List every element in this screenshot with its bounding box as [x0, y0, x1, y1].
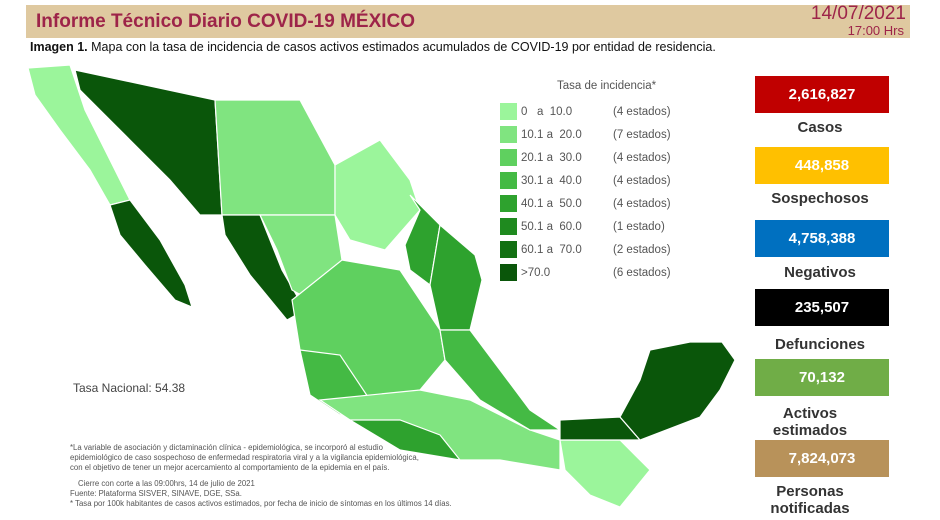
caption-text: Mapa con la tasa de incidencia de casos …	[87, 40, 716, 54]
stat-value: 4,758,388	[755, 220, 889, 257]
mexico-incidence-map	[27, 64, 736, 508]
national-rate: Tasa Nacional: 54.38	[73, 381, 186, 395]
stat-label: Defunciones	[774, 336, 865, 353]
legend-range: 10.1 a 20.0	[521, 128, 582, 141]
footnote: *La variable de asociación y dictaminaci…	[70, 443, 383, 452]
legend-item: >70.0 (6 estados)	[500, 261, 671, 284]
legend-swatch	[500, 241, 517, 258]
legend-range: 40.1 a 50.0	[521, 197, 582, 210]
stat-label: Casos	[797, 119, 843, 136]
stat-label: Negativos	[784, 264, 856, 281]
legend-swatch	[500, 149, 517, 166]
state-tabasco	[559, 416, 642, 441]
report-date: 14/07/2021	[810, 3, 906, 24]
state-chihuahua	[214, 99, 336, 216]
state-baja-california-sur	[109, 199, 193, 309]
legend-item: 60.1 a 70.0 (2 estados)	[500, 238, 671, 261]
footnote: epidemiológico de caso sospechoso de enf…	[70, 453, 419, 462]
state-coahuila	[334, 139, 421, 251]
state-chiapas	[559, 439, 651, 508]
legend-item: 0 a 10.0 (4 estados)	[500, 100, 671, 123]
footnotes: *La variable de asociación y dictaminaci…	[70, 443, 452, 509]
report-title: Informe Técnico Diario COVID-19 MÉXICO	[36, 11, 416, 32]
stat-value: 2,616,827	[755, 76, 889, 113]
footnote: * Tasa por 100k habitantes de casos acti…	[70, 499, 452, 508]
legend-count: (4 estados)	[613, 197, 671, 210]
legend-count: (6 estados)	[613, 266, 671, 279]
report-time: 17:00 Hrs	[847, 23, 904, 38]
stat-label: Personas notificadas	[770, 483, 850, 517]
stat-label: Sospechosos	[771, 190, 869, 207]
legend-count: (1 estado)	[613, 220, 665, 233]
report-header: Informe Técnico Diario COVID-19 MÉXICO 1…	[26, 3, 910, 38]
legend-swatch	[500, 195, 517, 212]
legend-item: 50.1 a 60.0 (1 estado)	[500, 215, 671, 238]
state-yucatan-peninsula	[619, 341, 736, 441]
stat-value: 235,507	[755, 289, 889, 326]
stat-value: 448,858	[755, 147, 889, 184]
legend-swatch	[500, 218, 517, 235]
legend-count: (4 estados)	[613, 174, 671, 187]
legend-range: 50.1 a 60.0	[521, 220, 582, 233]
legend-swatch	[500, 126, 517, 143]
footnote: con el objetivo de tener un mejor acerca…	[70, 463, 390, 472]
stat-value: 7,824,073	[755, 440, 889, 477]
legend-count: (2 estados)	[613, 243, 671, 256]
legend-title: Tasa de incidencia*	[557, 80, 657, 92]
stat-label: Activos estimados	[772, 405, 848, 439]
stat-value: 70,132	[755, 359, 889, 396]
footnote: Cierre con corte a las 09:00hrs, 14 de j…	[78, 479, 255, 488]
legend-item: 20.1 a 30.0 (4 estados)	[500, 146, 671, 169]
legend-item: 30.1 a 40.0 (4 estados)	[500, 169, 671, 192]
image-caption: Imagen 1. Mapa con la tasa de incidencia…	[30, 40, 716, 54]
legend-count: (4 estados)	[613, 151, 671, 164]
legend-range: 60.1 a 70.0	[521, 243, 582, 256]
legend-swatch	[500, 103, 517, 120]
legend-item: 40.1 a 50.0 (4 estados)	[500, 192, 671, 215]
legend-item: 10.1 a 20.0 (7 estados)	[500, 123, 671, 146]
legend-swatch	[500, 172, 517, 189]
legend-swatch	[500, 264, 517, 281]
legend-range: 0 a 10.0	[521, 105, 573, 118]
caption-label: Imagen 1.	[30, 40, 88, 54]
state-tamaulipas	[429, 223, 483, 331]
legend-range: 20.1 a 30.0	[521, 151, 582, 164]
map-legend: Tasa de incidencia* 0 a 10.0 (4 estados) 1…	[500, 80, 671, 284]
legend-range: >70.0	[521, 266, 551, 279]
footnote: Fuente: Plataforma SISVER, SINAVE, DGE, …	[70, 489, 242, 498]
legend-count: (4 estados)	[613, 105, 671, 118]
legend-range: 30.1 a 40.0	[521, 174, 582, 187]
legend-count: (7 estados)	[613, 128, 671, 141]
state-guerrero	[347, 419, 462, 461]
